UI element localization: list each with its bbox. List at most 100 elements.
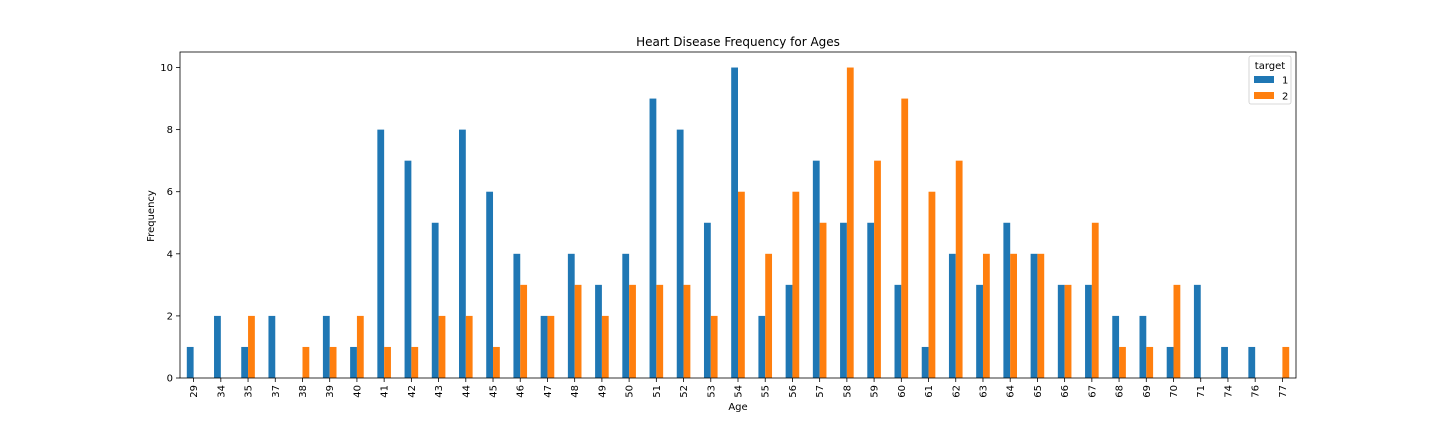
- x-tick-label: 37: [271, 385, 282, 398]
- bar-series-2-46: [520, 284, 528, 378]
- bar-series-1-62: [948, 253, 956, 378]
- x-tick-label: 48: [570, 385, 581, 398]
- x-tick-label: 74: [1223, 385, 1234, 398]
- x-tick-label: 68: [1115, 385, 1126, 398]
- x-tick-label: 59: [870, 385, 881, 398]
- bar-series-1-37: [268, 315, 276, 378]
- x-tick-label: 43: [434, 385, 445, 398]
- bar-series-1-47: [540, 315, 548, 378]
- bar-series-1-46: [513, 253, 521, 378]
- bar-series-1-40: [350, 346, 357, 378]
- x-tick-label: 70: [1169, 385, 1180, 398]
- bar-series-2-59: [874, 160, 881, 378]
- bar-series-2-61: [928, 191, 936, 378]
- y-tick-label: 4: [167, 249, 173, 260]
- y-tick-label: 6: [167, 187, 173, 198]
- bar-series-2-43: [438, 315, 446, 378]
- bar-series-1-50: [622, 253, 630, 378]
- x-tick-label: 66: [1060, 385, 1071, 398]
- bar-series-2-52: [683, 284, 691, 378]
- bar-series-1-67: [1085, 284, 1092, 378]
- bar-series-2-70: [1173, 284, 1181, 378]
- bar-series-2-53: [710, 315, 718, 378]
- y-tick-label: 10: [160, 63, 173, 74]
- bar-series-1-54: [731, 67, 738, 379]
- bar-series-2-65: [1037, 253, 1045, 378]
- x-tick-label: 47: [543, 385, 554, 398]
- x-tick-label: 46: [516, 385, 527, 398]
- bar-series-2-64: [1010, 253, 1017, 378]
- x-tick-label: 45: [489, 385, 500, 398]
- bar-series-1-69: [1139, 315, 1147, 378]
- bar-series-2-35: [248, 315, 255, 378]
- x-tick-label: 38: [298, 385, 309, 398]
- bar-series-1-66: [1057, 284, 1065, 378]
- bar-series-2-68: [1119, 346, 1126, 378]
- y-tick-label: 0: [167, 374, 173, 385]
- bar-series-2-44: [465, 315, 473, 378]
- bar-series-1-64: [1003, 222, 1011, 378]
- bar-series-1-57: [812, 160, 820, 378]
- x-tick-label: 51: [652, 385, 663, 398]
- x-tick-label: 40: [352, 385, 363, 398]
- x-tick-label: 53: [706, 385, 717, 398]
- bar-series-2-49: [601, 315, 609, 378]
- bar-series-1-74: [1221, 346, 1228, 378]
- bar-series-1-48: [567, 253, 575, 378]
- x-tick-label: 35: [244, 385, 255, 398]
- bar-series-1-55: [758, 315, 766, 378]
- x-tick-label: 62: [951, 385, 962, 398]
- bar-series-1-49: [595, 284, 602, 378]
- bar-series-2-38: [302, 346, 310, 378]
- x-tick-label: 52: [679, 385, 690, 398]
- legend-label-2: 2: [1282, 92, 1288, 103]
- bar-series-1-68: [1112, 315, 1120, 378]
- x-tick-label: 34: [216, 385, 227, 398]
- bar-series-1-34: [214, 315, 221, 378]
- bar-series-1-58: [840, 222, 847, 378]
- x-tick-label: 54: [734, 385, 745, 398]
- bar-series-1-45: [486, 191, 494, 378]
- bar-series-1-44: [459, 129, 466, 378]
- x-tick-label: 63: [978, 385, 989, 398]
- bar-series-1-61: [921, 346, 929, 378]
- bar-series-2-58: [846, 67, 854, 379]
- x-tick-label: 41: [380, 385, 391, 398]
- x-tick-label: 65: [1033, 385, 1044, 398]
- bar-series-1-43: [431, 222, 439, 378]
- x-tick-label: 69: [1142, 385, 1153, 398]
- bar-series-2-66: [1064, 284, 1072, 378]
- y-tick-label: 8: [167, 125, 173, 136]
- bar-series-2-55: [765, 253, 773, 378]
- legend-label-1: 1: [1282, 76, 1288, 87]
- bar-series-1-65: [1030, 253, 1038, 378]
- bar-series-1-35: [241, 346, 249, 378]
- legend-swatch-1: [1254, 76, 1274, 83]
- x-tick-label: 77: [1278, 385, 1289, 398]
- x-tick-label: 57: [815, 385, 826, 398]
- x-tick-label: 64: [1006, 385, 1017, 398]
- x-axis-label: Age: [728, 402, 747, 413]
- chart-title: Heart Disease Frequency for Ages: [636, 35, 840, 49]
- bar-series-2-77: [1282, 346, 1290, 378]
- x-tick-label: 39: [325, 385, 336, 398]
- legend: target 1 2: [1248, 55, 1292, 105]
- bar-series-2-39: [329, 346, 337, 378]
- bar-series-2-57: [819, 222, 827, 378]
- y-tick-label: 2: [167, 311, 173, 322]
- bar-series-2-62: [955, 160, 963, 378]
- x-tick-label: 61: [924, 385, 935, 398]
- x-tick-label: 50: [625, 385, 636, 398]
- bar-series-1-53: [703, 222, 711, 378]
- bar-series-1-59: [867, 222, 875, 378]
- bar-series-2-40: [356, 315, 364, 378]
- bar-series-2-45: [493, 346, 500, 378]
- bar-series-1-71: [1193, 284, 1201, 378]
- x-tick-label: 29: [189, 385, 200, 398]
- x-tick-label: 56: [788, 385, 799, 398]
- bar-series-1-76: [1248, 346, 1256, 378]
- x-tick-label: 76: [1251, 385, 1262, 398]
- x-tick-label: 44: [461, 385, 472, 398]
- bar-series-1-70: [1166, 346, 1174, 378]
